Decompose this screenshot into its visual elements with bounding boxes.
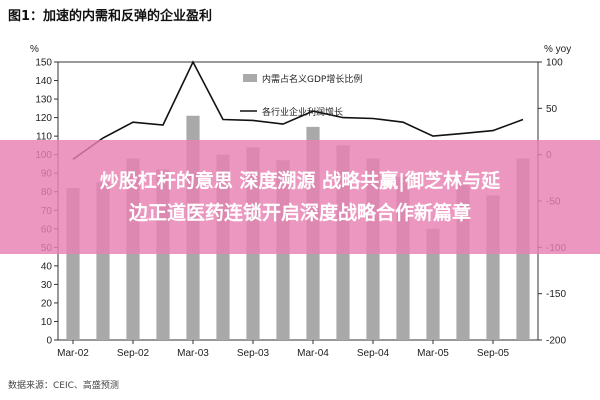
- line-series: [72, 60, 524, 160]
- left-tick-label: 130: [35, 95, 52, 106]
- x-tick-label: Sep-02: [117, 348, 150, 359]
- chart-title: 图1：加速的内需和反弹的企业盈利: [8, 8, 212, 24]
- x-tick-label: Sep-04: [357, 348, 390, 359]
- left-tick-label: 150: [35, 58, 52, 69]
- overlay-line-1: 炒股杠杆的意思 深度溯源 战略共赢|御芝林与延: [99, 170, 501, 192]
- right-axis-unit: % yoy: [544, 44, 571, 55]
- left-tick-label: 140: [35, 76, 52, 87]
- x-axis-ticks: Mar-02 Sep-02 Mar-03 Sep-03 Mar-04 Sep-04 Mar-…: [57, 340, 510, 359]
- left-axis-unit: %: [30, 44, 39, 55]
- x-tick-label: Mar-03: [177, 348, 209, 359]
- right-tick-label: -200: [546, 336, 566, 347]
- x-tick-label: Mar-05: [417, 348, 449, 359]
- legend-bar-label: 内需占名义GDP增长比例: [262, 73, 362, 85]
- left-tick-label: 40: [41, 261, 53, 272]
- legend-bar-swatch: [243, 74, 257, 82]
- legend: 内需占名义GDP增长比例 各行业企业利润增长: [240, 73, 362, 118]
- overlay-line-2: 边正道医药连锁开启深度战略合作新篇章: [128, 202, 471, 224]
- right-tick-label: 50: [546, 104, 558, 115]
- left-tick-label: 110: [36, 132, 52, 143]
- left-tick-label: 120: [35, 113, 52, 124]
- left-tick-label: 30: [41, 280, 53, 291]
- right-tick-label: 100: [546, 58, 563, 69]
- series-line: [72, 60, 524, 160]
- left-tick-label: 20: [41, 298, 53, 309]
- x-tick-label: Sep-05: [477, 348, 510, 359]
- bar: [426, 228, 440, 340]
- source-note: 数据来源：CEIC、高盛预测: [8, 379, 119, 391]
- x-tick-label: Sep-03: [237, 348, 270, 359]
- right-tick-label: -150: [546, 289, 566, 300]
- overlay-banner: 炒股杠杆的意思 深度溯源 战略共赢|御芝林与延 边正道医药连锁开启深度战略合作新…: [0, 140, 600, 254]
- x-tick-label: Mar-04: [297, 348, 329, 359]
- x-tick-label: Mar-02: [57, 348, 89, 359]
- left-tick-label: 10: [41, 317, 53, 328]
- legend-line-label: 各行业企业利润增长: [262, 106, 343, 118]
- left-tick-label: 0: [46, 336, 52, 347]
